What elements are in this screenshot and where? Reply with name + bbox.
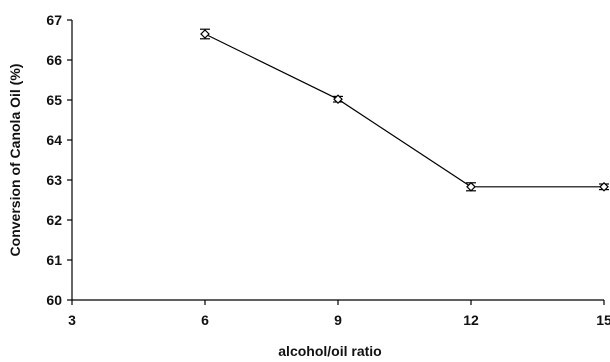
y-tick-label: 66 <box>46 52 62 68</box>
data-point <box>333 94 343 105</box>
x-tick-label: 3 <box>68 312 76 328</box>
data-point <box>599 181 609 192</box>
x-axis-title: alcohol/oil ratio <box>278 343 381 359</box>
series-line <box>204 33 604 188</box>
y-tick-label: 60 <box>46 292 62 308</box>
y-tick-label: 65 <box>46 92 62 108</box>
y-tick-label: 62 <box>46 212 62 228</box>
y-tick-label: 64 <box>46 132 62 148</box>
x-tick-label: 12 <box>463 312 479 328</box>
data-point <box>200 29 210 39</box>
y-tick-label: 63 <box>46 172 62 188</box>
plot-area: 60 61 62 63 64 65 66 67 3 6 9 12 15 <box>46 12 610 328</box>
x-tick-label: 15 <box>596 312 610 328</box>
y-tick-label: 67 <box>46 12 62 28</box>
x-tick-label: 9 <box>334 312 342 328</box>
y-tick-label: 61 <box>46 252 62 268</box>
y-axis-title: Conversion of Canola Oil (%) <box>7 64 23 257</box>
x-tick-label: 6 <box>201 312 209 328</box>
data-point <box>466 181 476 192</box>
